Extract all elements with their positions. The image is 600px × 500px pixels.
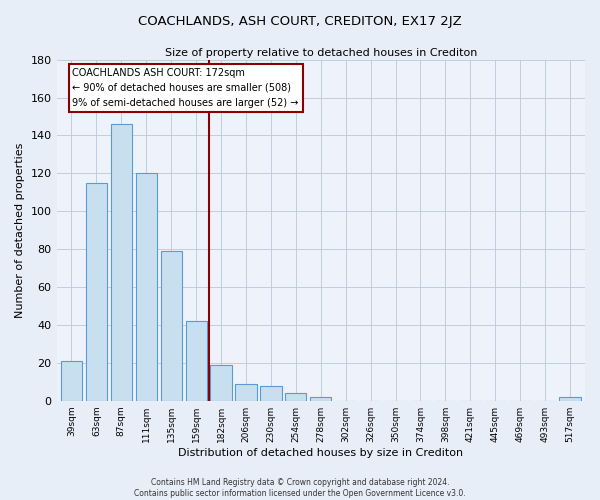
Bar (61, 361, 82, 401)
Bar (185, 321, 207, 400)
Text: COACHLANDS, ASH COURT, CREDITON, EX17 2JZ: COACHLANDS, ASH COURT, CREDITON, EX17 2J… (138, 15, 462, 28)
Bar (86, 183, 107, 400)
Bar (285, 393, 307, 400)
Bar (211, 364, 232, 400)
Bar (235, 384, 257, 400)
Bar (161, 251, 182, 400)
Bar (559, 397, 581, 400)
Bar (111, 124, 132, 400)
Bar (260, 386, 281, 400)
Bar (310, 397, 331, 400)
Bar (136, 174, 157, 400)
Y-axis label: Number of detached properties: Number of detached properties (15, 142, 25, 318)
Text: Contains HM Land Registry data © Crown copyright and database right 2024.
Contai: Contains HM Land Registry data © Crown c… (134, 478, 466, 498)
X-axis label: Distribution of detached houses by size in Crediton: Distribution of detached houses by size … (178, 448, 463, 458)
Text: COACHLANDS ASH COURT: 172sqm
← 90% of detached houses are smaller (508)
9% of se: COACHLANDS ASH COURT: 172sqm ← 90% of de… (73, 68, 299, 108)
Title: Size of property relative to detached houses in Crediton: Size of property relative to detached ho… (164, 48, 477, 58)
